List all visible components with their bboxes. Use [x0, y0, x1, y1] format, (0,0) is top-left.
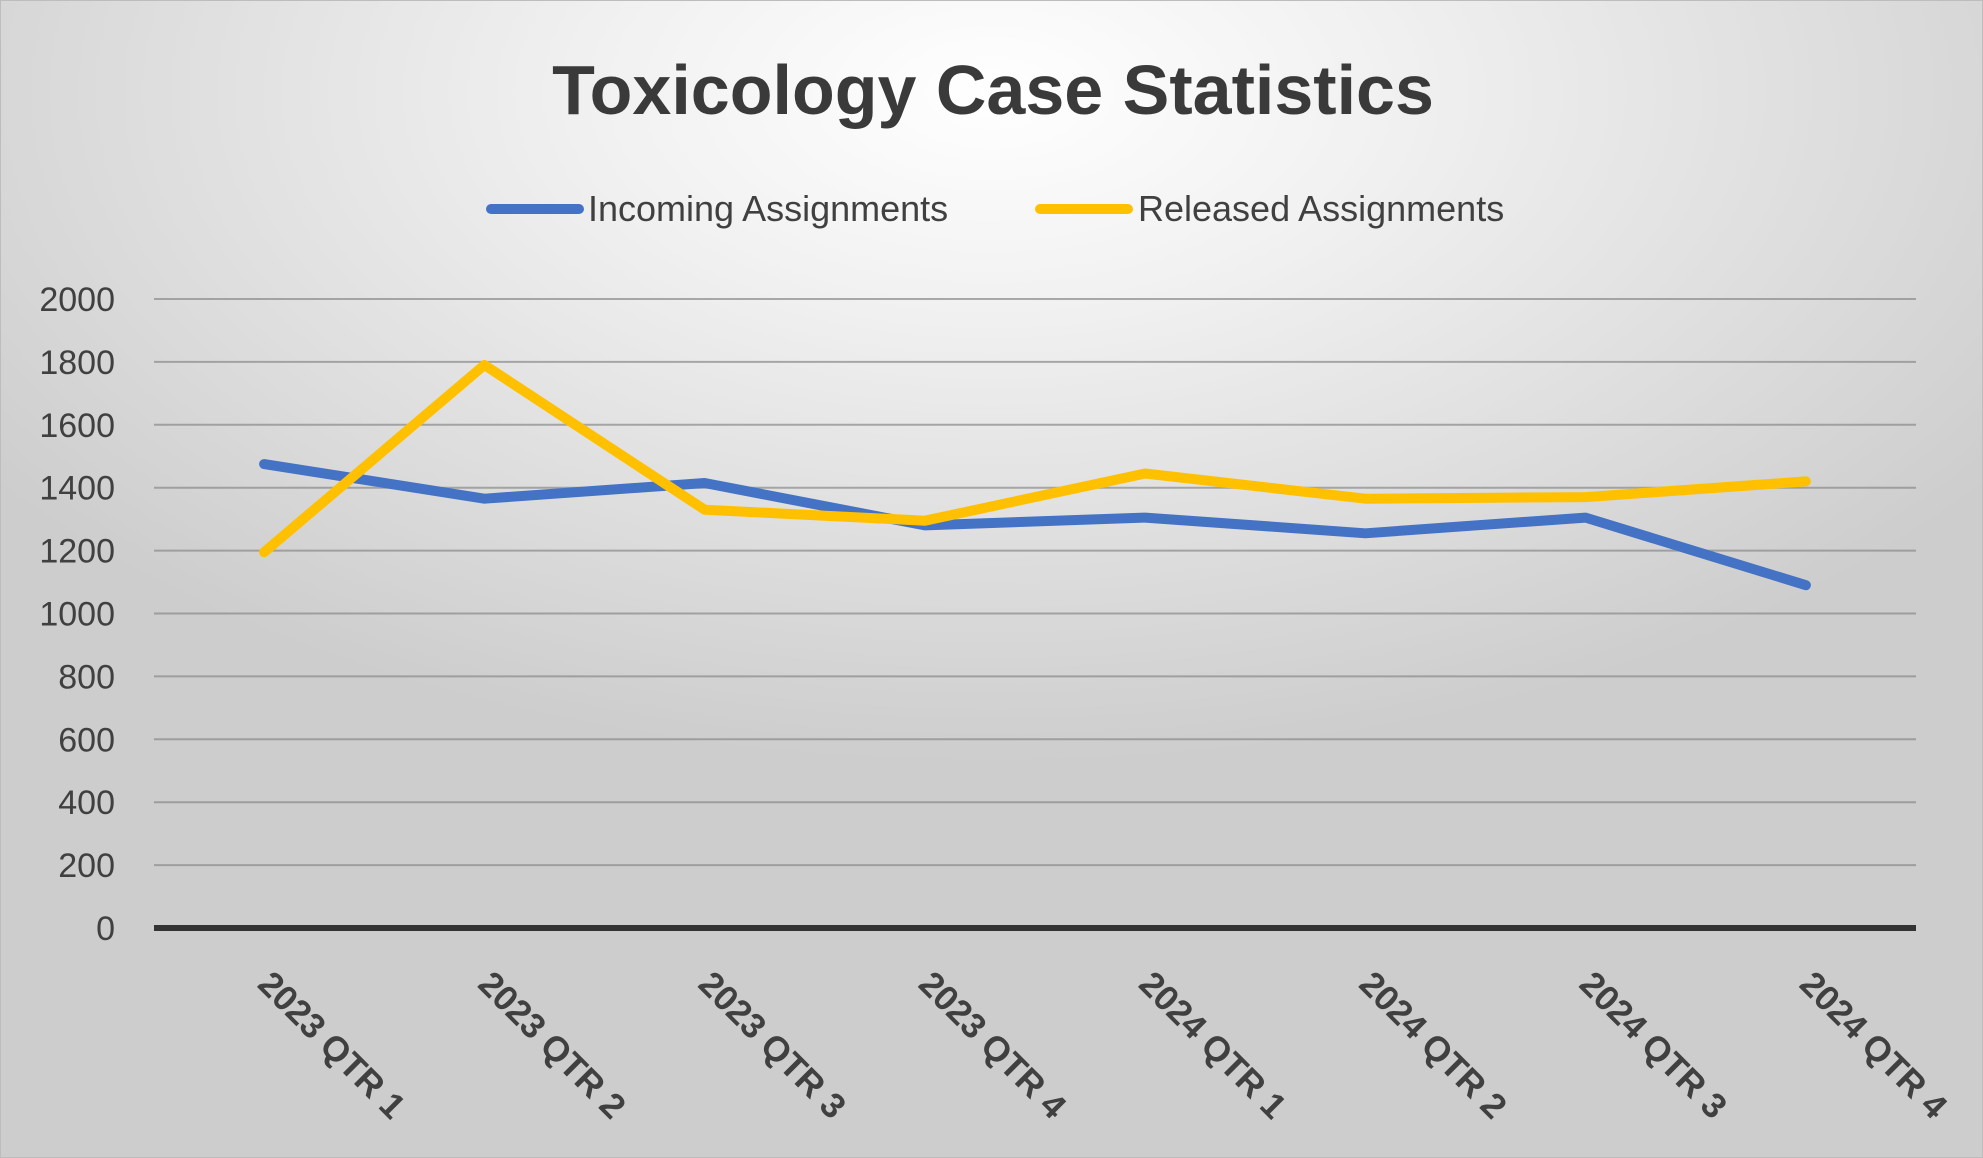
legend-label: Incoming Assignments [588, 188, 948, 229]
y-tick-label: 1400 [39, 470, 115, 508]
x-tick-label: 2024 QTR 3 [1572, 964, 1734, 1126]
y-axis: 0 200 400 600 800 1000 1200 1400 1600 1800 2000 [39, 281, 115, 948]
legend-label: Released Assignments [1138, 188, 1504, 229]
y-tick-label: 2000 [39, 281, 115, 319]
series-layer [259, 360, 1811, 591]
y-tick-label: 800 [58, 658, 115, 696]
y-tick-label: 400 [58, 784, 115, 822]
legend: Incoming Assignments Released Assignments [486, 188, 1504, 229]
y-tick-label: 600 [58, 721, 115, 759]
y-tick-label: 1200 [39, 533, 115, 571]
x-tick-label: 2024 QTR 2 [1352, 964, 1514, 1126]
y-tick-label: 1800 [39, 344, 115, 382]
y-tick-label: 1000 [39, 596, 115, 634]
x-tick-label: 2023 QTR 2 [471, 964, 633, 1126]
y-tick-label: 200 [58, 847, 115, 885]
gridlines [154, 298, 1916, 867]
series-line-incoming-assignments [259, 459, 1811, 591]
x-tick-label: 2023 QTR 3 [691, 964, 853, 1126]
chart-title: Toxicology Case Statistics [552, 51, 1434, 129]
x-axis: 2023 QTR 1 2023 QTR 2 2023 QTR 3 2023 QTR 4… [154, 925, 1955, 1127]
x-tick-label: 2024 QTR 1 [1131, 964, 1293, 1126]
x-tick-label: 2023 QTR 1 [250, 964, 412, 1126]
y-tick-label: 1600 [39, 407, 115, 445]
y-tick-label: 0 [96, 910, 115, 948]
x-tick-label: 2023 QTR 4 [911, 964, 1074, 1127]
series-line-released-assignments [259, 360, 1811, 558]
x-tick-label: 2024 QTR 4 [1792, 964, 1955, 1127]
